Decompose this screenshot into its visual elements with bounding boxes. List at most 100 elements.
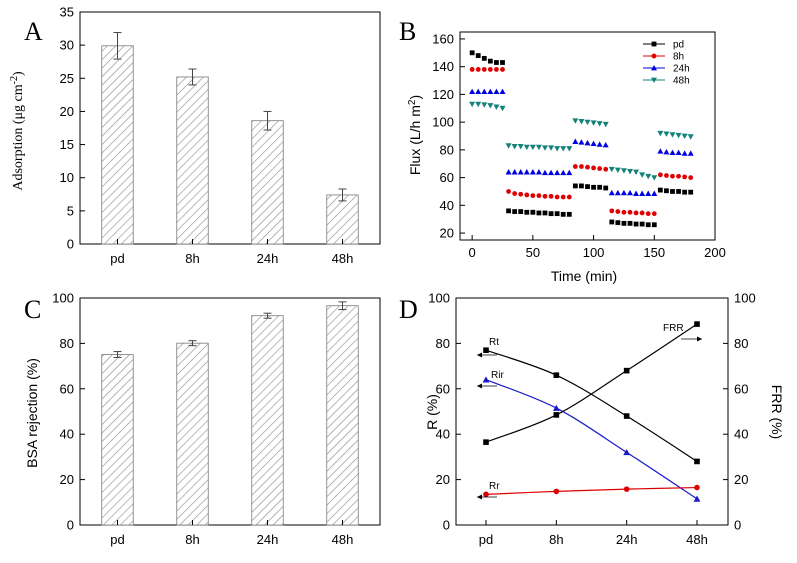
y-tick-label: 20 xyxy=(60,472,74,487)
data-point xyxy=(487,67,493,72)
series-pd xyxy=(469,50,694,228)
panel-label-d: D xyxy=(399,295,418,324)
data-point xyxy=(663,148,670,155)
data-point xyxy=(639,210,645,216)
y2-tick-label: 0 xyxy=(734,518,741,533)
data-point xyxy=(687,150,694,156)
data-point xyxy=(554,169,561,176)
x-tick-label: 8h xyxy=(549,532,563,547)
data-point xyxy=(651,222,657,228)
data-point xyxy=(657,130,664,137)
y-axis-label-superscript: 2 xyxy=(407,99,418,105)
panel-label-c: C xyxy=(24,295,41,324)
data-point xyxy=(688,175,694,181)
data-point xyxy=(623,486,630,492)
x-tick-label: 24h xyxy=(257,532,279,547)
data-point xyxy=(669,132,676,138)
data-point xyxy=(552,404,560,411)
x-tick-label: pd xyxy=(110,251,124,266)
data-point xyxy=(572,164,578,169)
y-axis-label: Adsorption (μg cm-2) xyxy=(9,71,26,191)
x-axis-label: Time (min) xyxy=(551,268,617,284)
legend-marker xyxy=(651,41,657,47)
data-point xyxy=(602,121,609,128)
data-point xyxy=(682,174,688,180)
legend-marker xyxy=(651,77,657,83)
x-tick-label: 0 xyxy=(469,245,476,260)
data-point xyxy=(548,211,554,217)
data-point xyxy=(651,175,658,181)
data-point xyxy=(518,191,524,197)
data-point xyxy=(578,119,585,125)
series-Rt xyxy=(483,347,700,465)
data-point xyxy=(682,189,688,195)
y-axis-label: Flux (L/h m2) xyxy=(407,95,423,175)
y-tick-label: 140 xyxy=(432,59,454,74)
series-line xyxy=(485,379,698,500)
x-tick-label: 48h xyxy=(332,532,354,547)
data-point xyxy=(591,184,596,190)
series-FRR xyxy=(483,321,700,445)
data-point xyxy=(560,211,566,217)
y-axis-label: BSA rejection (%) xyxy=(24,358,40,468)
data-point xyxy=(560,169,567,176)
panel-c: C BSA rejection (%) 0 20 40 60 80 100 pd 8h 24h 4… xyxy=(24,291,381,547)
y-tick-label: 10 xyxy=(60,170,74,185)
data-point xyxy=(633,169,640,176)
data-point xyxy=(518,209,524,214)
data-point xyxy=(572,183,578,189)
data-point xyxy=(681,150,688,156)
data-point xyxy=(664,188,669,194)
plot-frame xyxy=(79,11,381,245)
data-point xyxy=(566,146,573,152)
x-tick-label: 100 xyxy=(583,245,605,260)
data-point xyxy=(483,439,489,445)
legend-marker xyxy=(651,53,657,59)
plot-frame xyxy=(459,31,716,241)
data-point xyxy=(505,169,512,175)
y-tick-label: 80 xyxy=(440,142,454,157)
data-point xyxy=(566,169,573,176)
data-point xyxy=(603,166,609,172)
data-point xyxy=(536,210,542,216)
y-tick-label: 100 xyxy=(52,291,74,306)
y-axis-label-superscript: -2 xyxy=(9,76,20,84)
series-24h xyxy=(469,88,694,196)
data-point xyxy=(597,184,603,190)
data-point xyxy=(596,141,603,147)
y-tick-label: 100 xyxy=(428,291,450,306)
data-point xyxy=(469,101,476,108)
data-point xyxy=(535,169,542,175)
data-point xyxy=(542,210,548,216)
panel-d: D R (%) FRR (%) 0 0 20 20 40 40 60 60 80 80 100 100… xyxy=(399,291,785,548)
y-tick-label: 20 xyxy=(440,226,454,241)
plot-frame xyxy=(79,297,381,526)
data-point xyxy=(517,169,524,175)
data-point xyxy=(609,219,615,225)
y2-tick-label: 40 xyxy=(734,427,748,442)
data-point xyxy=(530,209,536,215)
y-axis-label-close: ) xyxy=(11,71,26,76)
data-point xyxy=(572,138,579,144)
data-point xyxy=(579,183,584,189)
data-point xyxy=(694,321,700,327)
y-tick-label: 20 xyxy=(436,472,450,487)
data-point xyxy=(621,220,627,226)
data-point xyxy=(523,144,530,151)
data-point xyxy=(560,194,566,200)
data-point xyxy=(572,118,579,124)
annotation-frr: FRR xyxy=(663,323,684,334)
data-point xyxy=(517,144,524,150)
y-tick-label: 40 xyxy=(60,427,74,442)
data-point xyxy=(554,146,561,152)
data-point xyxy=(608,189,615,196)
data-point xyxy=(487,88,494,95)
data-point xyxy=(487,103,494,109)
data-point xyxy=(475,67,481,72)
data-point xyxy=(548,145,555,151)
x-tick-label: 200 xyxy=(704,245,726,260)
legend-label: 24h xyxy=(673,64,690,75)
bar xyxy=(101,354,134,526)
